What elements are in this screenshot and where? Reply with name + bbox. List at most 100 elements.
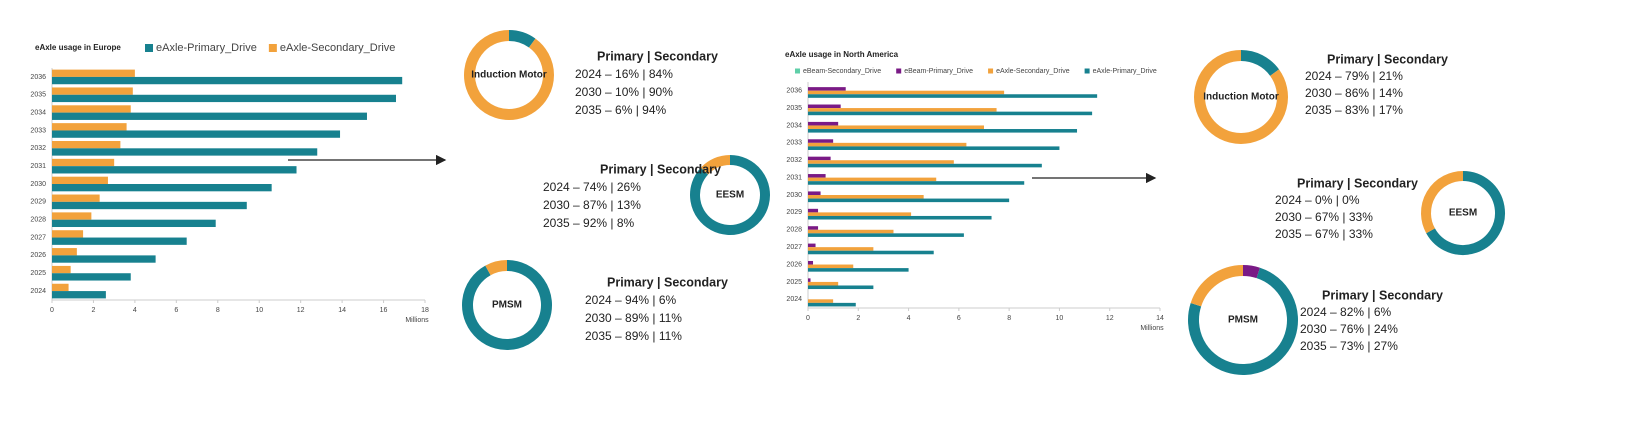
bar — [808, 139, 834, 143]
share-line: 2024 – 74% | 26% — [543, 180, 641, 194]
bar — [808, 177, 937, 182]
x-tick-label: 18 — [421, 307, 429, 314]
donut-segment — [485, 260, 508, 276]
share-line: 2030 – 10% | 90% — [575, 85, 673, 99]
donut-segment — [1242, 265, 1260, 279]
bar — [808, 108, 997, 112]
y-tick-label: 2030 — [30, 181, 46, 188]
bar — [52, 87, 133, 95]
y-tick-label: 2029 — [786, 209, 802, 216]
bar — [52, 176, 108, 184]
legend-label: eAxle-Secondary_Drive — [996, 68, 1070, 75]
bar — [808, 198, 1010, 203]
share-line: 2035 – 73% | 27% — [1300, 339, 1398, 353]
bar — [808, 111, 1093, 116]
bar — [808, 142, 967, 147]
bar — [808, 129, 1078, 133]
bar — [52, 291, 106, 299]
donut-segment — [462, 260, 552, 350]
bar — [808, 250, 934, 255]
legend-swatch — [1084, 68, 1090, 74]
y-tick-label: 2031 — [786, 174, 802, 181]
bar — [52, 112, 367, 120]
legend-swatch — [145, 44, 153, 52]
donut-segment — [1421, 171, 1464, 234]
bar — [52, 94, 396, 103]
donut-label: PMSM — [492, 300, 522, 311]
bar — [808, 160, 954, 164]
bar — [808, 278, 811, 282]
y-tick-label: 2036 — [786, 88, 802, 95]
legend-swatch — [268, 44, 277, 52]
share-line: 2030 – 67% | 33% — [1275, 210, 1373, 224]
x-tick-label: 12 — [1106, 315, 1114, 322]
share-line: 2030 – 76% | 24% — [1300, 322, 1398, 336]
bar — [52, 283, 69, 292]
legend-label: eBeam-Secondary_Drive — [803, 68, 881, 75]
donut-segment — [1194, 50, 1288, 144]
x-tick-label: 4 — [133, 307, 137, 314]
bar — [52, 140, 121, 149]
y-tick-label: 2025 — [30, 270, 46, 277]
x-tick-label: 8 — [216, 307, 220, 314]
donut-label: EESM — [716, 190, 744, 201]
bar — [52, 148, 318, 156]
legend-swatch — [795, 68, 800, 74]
bar — [808, 268, 909, 272]
bar — [52, 273, 131, 281]
bar — [808, 174, 826, 178]
bar — [808, 146, 1060, 150]
y-tick-label: 2028 — [786, 227, 802, 234]
donut-segment — [690, 155, 770, 235]
y-tick-label: 2028 — [30, 217, 46, 224]
chart-title: eAxle usage in Europe — [35, 43, 121, 52]
donut-label: PMSM — [1228, 315, 1258, 326]
bar — [808, 212, 912, 216]
share-line: 2035 – 6% | 94% — [575, 103, 667, 117]
y-tick-label: 2030 — [786, 192, 802, 199]
donut-segment — [508, 30, 536, 48]
share-line: 2024 – 16% | 84% — [575, 67, 673, 81]
y-tick-label: 2032 — [786, 157, 802, 164]
x-tick-label: 4 — [907, 315, 911, 322]
y-tick-label: 2026 — [30, 252, 46, 259]
bar — [52, 69, 135, 77]
y-tick-label: 2026 — [786, 261, 802, 268]
donut-segment — [1426, 171, 1505, 255]
x-tick-label: 6 — [174, 307, 178, 314]
bar — [808, 229, 894, 234]
donut-segment — [1240, 50, 1280, 77]
x-tick-label: 14 — [338, 307, 346, 314]
bar — [808, 195, 924, 199]
donut-label: Induction Motor — [1203, 92, 1279, 103]
bar — [52, 76, 403, 85]
x-tick-label: 8 — [1007, 315, 1011, 322]
y-tick-label: 2033 — [30, 127, 46, 134]
bar — [808, 191, 821, 195]
share-line: 2024 – 79% | 21% — [1305, 69, 1403, 83]
bar — [52, 201, 247, 210]
bar — [808, 163, 1042, 168]
donut-label: Induction Motor — [471, 70, 547, 81]
bar — [52, 237, 187, 245]
share-line: 2030 – 87% | 13% — [543, 198, 641, 212]
share-line: 2030 – 86% | 14% — [1305, 86, 1403, 100]
share-line: 2024 – 94% | 6% — [585, 293, 677, 307]
y-tick-label: 2031 — [30, 163, 46, 170]
bar — [808, 181, 1025, 185]
bar — [808, 208, 819, 213]
bar — [52, 255, 156, 263]
bar — [808, 281, 839, 286]
donut-segment — [1188, 267, 1298, 375]
bar — [808, 243, 816, 248]
share-line: 2035 – 89% | 11% — [585, 329, 682, 343]
x-tick-label: 2 — [856, 315, 860, 322]
donut-segment — [1190, 265, 1244, 307]
bar — [808, 90, 1005, 95]
x-tick-label: 0 — [806, 315, 810, 322]
y-tick-label: 2029 — [30, 199, 46, 206]
share-header: Primary | Secondary — [600, 162, 721, 176]
share-header: Primary | Secondary — [1297, 176, 1418, 190]
bar — [52, 123, 127, 131]
donut-label: EESM — [1449, 208, 1477, 219]
